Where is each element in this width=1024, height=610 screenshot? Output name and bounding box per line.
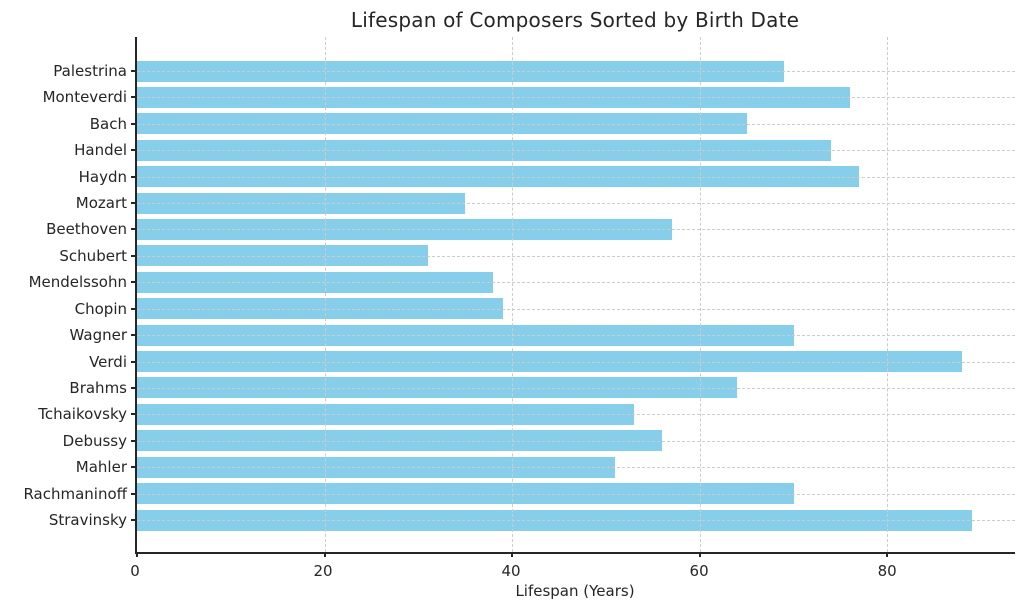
chart-title: Lifespan of Composers Sorted by Birth Da… xyxy=(350,8,800,32)
plot-area: Palestrina Monteverdi Bach Handel Haydn Mozar… xyxy=(23,37,1015,557)
gridline-horizontal xyxy=(137,150,1015,152)
y-tick xyxy=(131,96,137,99)
gridline-horizontal xyxy=(137,361,1015,363)
x-axis-label: Lifespan (Years) xyxy=(515,582,635,600)
y-tick xyxy=(131,202,137,205)
x-tick-label: 40 xyxy=(501,562,521,580)
y-axis-label: Verdi xyxy=(89,352,127,371)
gridline-horizontal xyxy=(137,467,1015,469)
gridline-horizontal xyxy=(137,71,1015,72)
y-axis-label: Haydn xyxy=(78,167,127,186)
y-tick xyxy=(131,466,137,469)
y-axis-label: Wagner xyxy=(69,326,128,345)
x-tick xyxy=(136,552,138,557)
gridline-horizontal xyxy=(137,255,1015,257)
y-axis-label: Tchaikovsky xyxy=(38,405,127,424)
gridline-vertical xyxy=(324,37,326,552)
y-tick xyxy=(131,360,137,363)
x-tick xyxy=(698,552,701,557)
y-axis-label: Rachmaninoff xyxy=(23,484,127,503)
x-tick xyxy=(886,552,889,557)
gridline-vertical xyxy=(699,37,701,552)
gridline-horizontal xyxy=(137,176,1015,178)
y-tick xyxy=(131,386,137,389)
y-tick xyxy=(131,281,137,284)
y-axis-label: Debussy xyxy=(62,431,127,450)
gridline-horizontal xyxy=(137,203,1015,205)
y-axis-label: Mendelssohn xyxy=(28,273,127,292)
y-tick xyxy=(131,413,137,416)
gridline-horizontal xyxy=(137,440,1015,442)
gridline-horizontal xyxy=(137,387,1015,389)
y-axis-label: Schubert xyxy=(59,246,127,265)
y-tick xyxy=(131,439,137,442)
gridline-horizontal xyxy=(137,493,1015,495)
y-axis-label: Monteverdi xyxy=(42,88,127,107)
gridline-horizontal xyxy=(137,97,1015,99)
x-tick-label: 0 xyxy=(130,562,140,580)
y-axis-label: Palestrina xyxy=(53,62,127,80)
y-tick xyxy=(131,122,137,125)
y-tick xyxy=(131,307,137,310)
x-tick-label: 80 xyxy=(877,562,897,580)
y-tick xyxy=(131,334,137,337)
y-tick xyxy=(131,519,137,521)
x-tick-label: 20 xyxy=(313,562,333,580)
x-tick xyxy=(511,552,514,557)
y-axis-label: Chopin xyxy=(74,299,127,318)
y-tick xyxy=(131,228,137,231)
y-axis-label: Beethoven xyxy=(46,220,127,239)
y-axis-label: Mozart xyxy=(75,194,127,213)
gridline-horizontal xyxy=(137,414,1015,416)
gridline-horizontal xyxy=(137,520,1015,521)
gridline-vertical xyxy=(512,37,514,552)
gridline-horizontal xyxy=(137,123,1015,125)
gridline-horizontal xyxy=(137,308,1015,310)
x-tick xyxy=(323,552,326,557)
gridline-horizontal xyxy=(137,229,1015,231)
gridline-horizontal xyxy=(137,282,1015,284)
y-tick xyxy=(131,70,137,72)
y-axis-label: Brahms xyxy=(69,378,127,397)
gridline-vertical xyxy=(887,37,889,552)
y-tick xyxy=(131,149,137,152)
y-tick xyxy=(131,175,137,178)
y-axis-label: Mahler xyxy=(75,458,127,477)
y-tick xyxy=(131,254,137,257)
y-axis-label: Stravinsky xyxy=(48,511,127,529)
x-tick-label: 60 xyxy=(689,562,709,580)
y-axis-label: Handel xyxy=(74,141,127,160)
y-tick xyxy=(131,492,137,495)
gridline-horizontal xyxy=(137,335,1015,337)
y-axis-label: Bach xyxy=(89,114,127,133)
